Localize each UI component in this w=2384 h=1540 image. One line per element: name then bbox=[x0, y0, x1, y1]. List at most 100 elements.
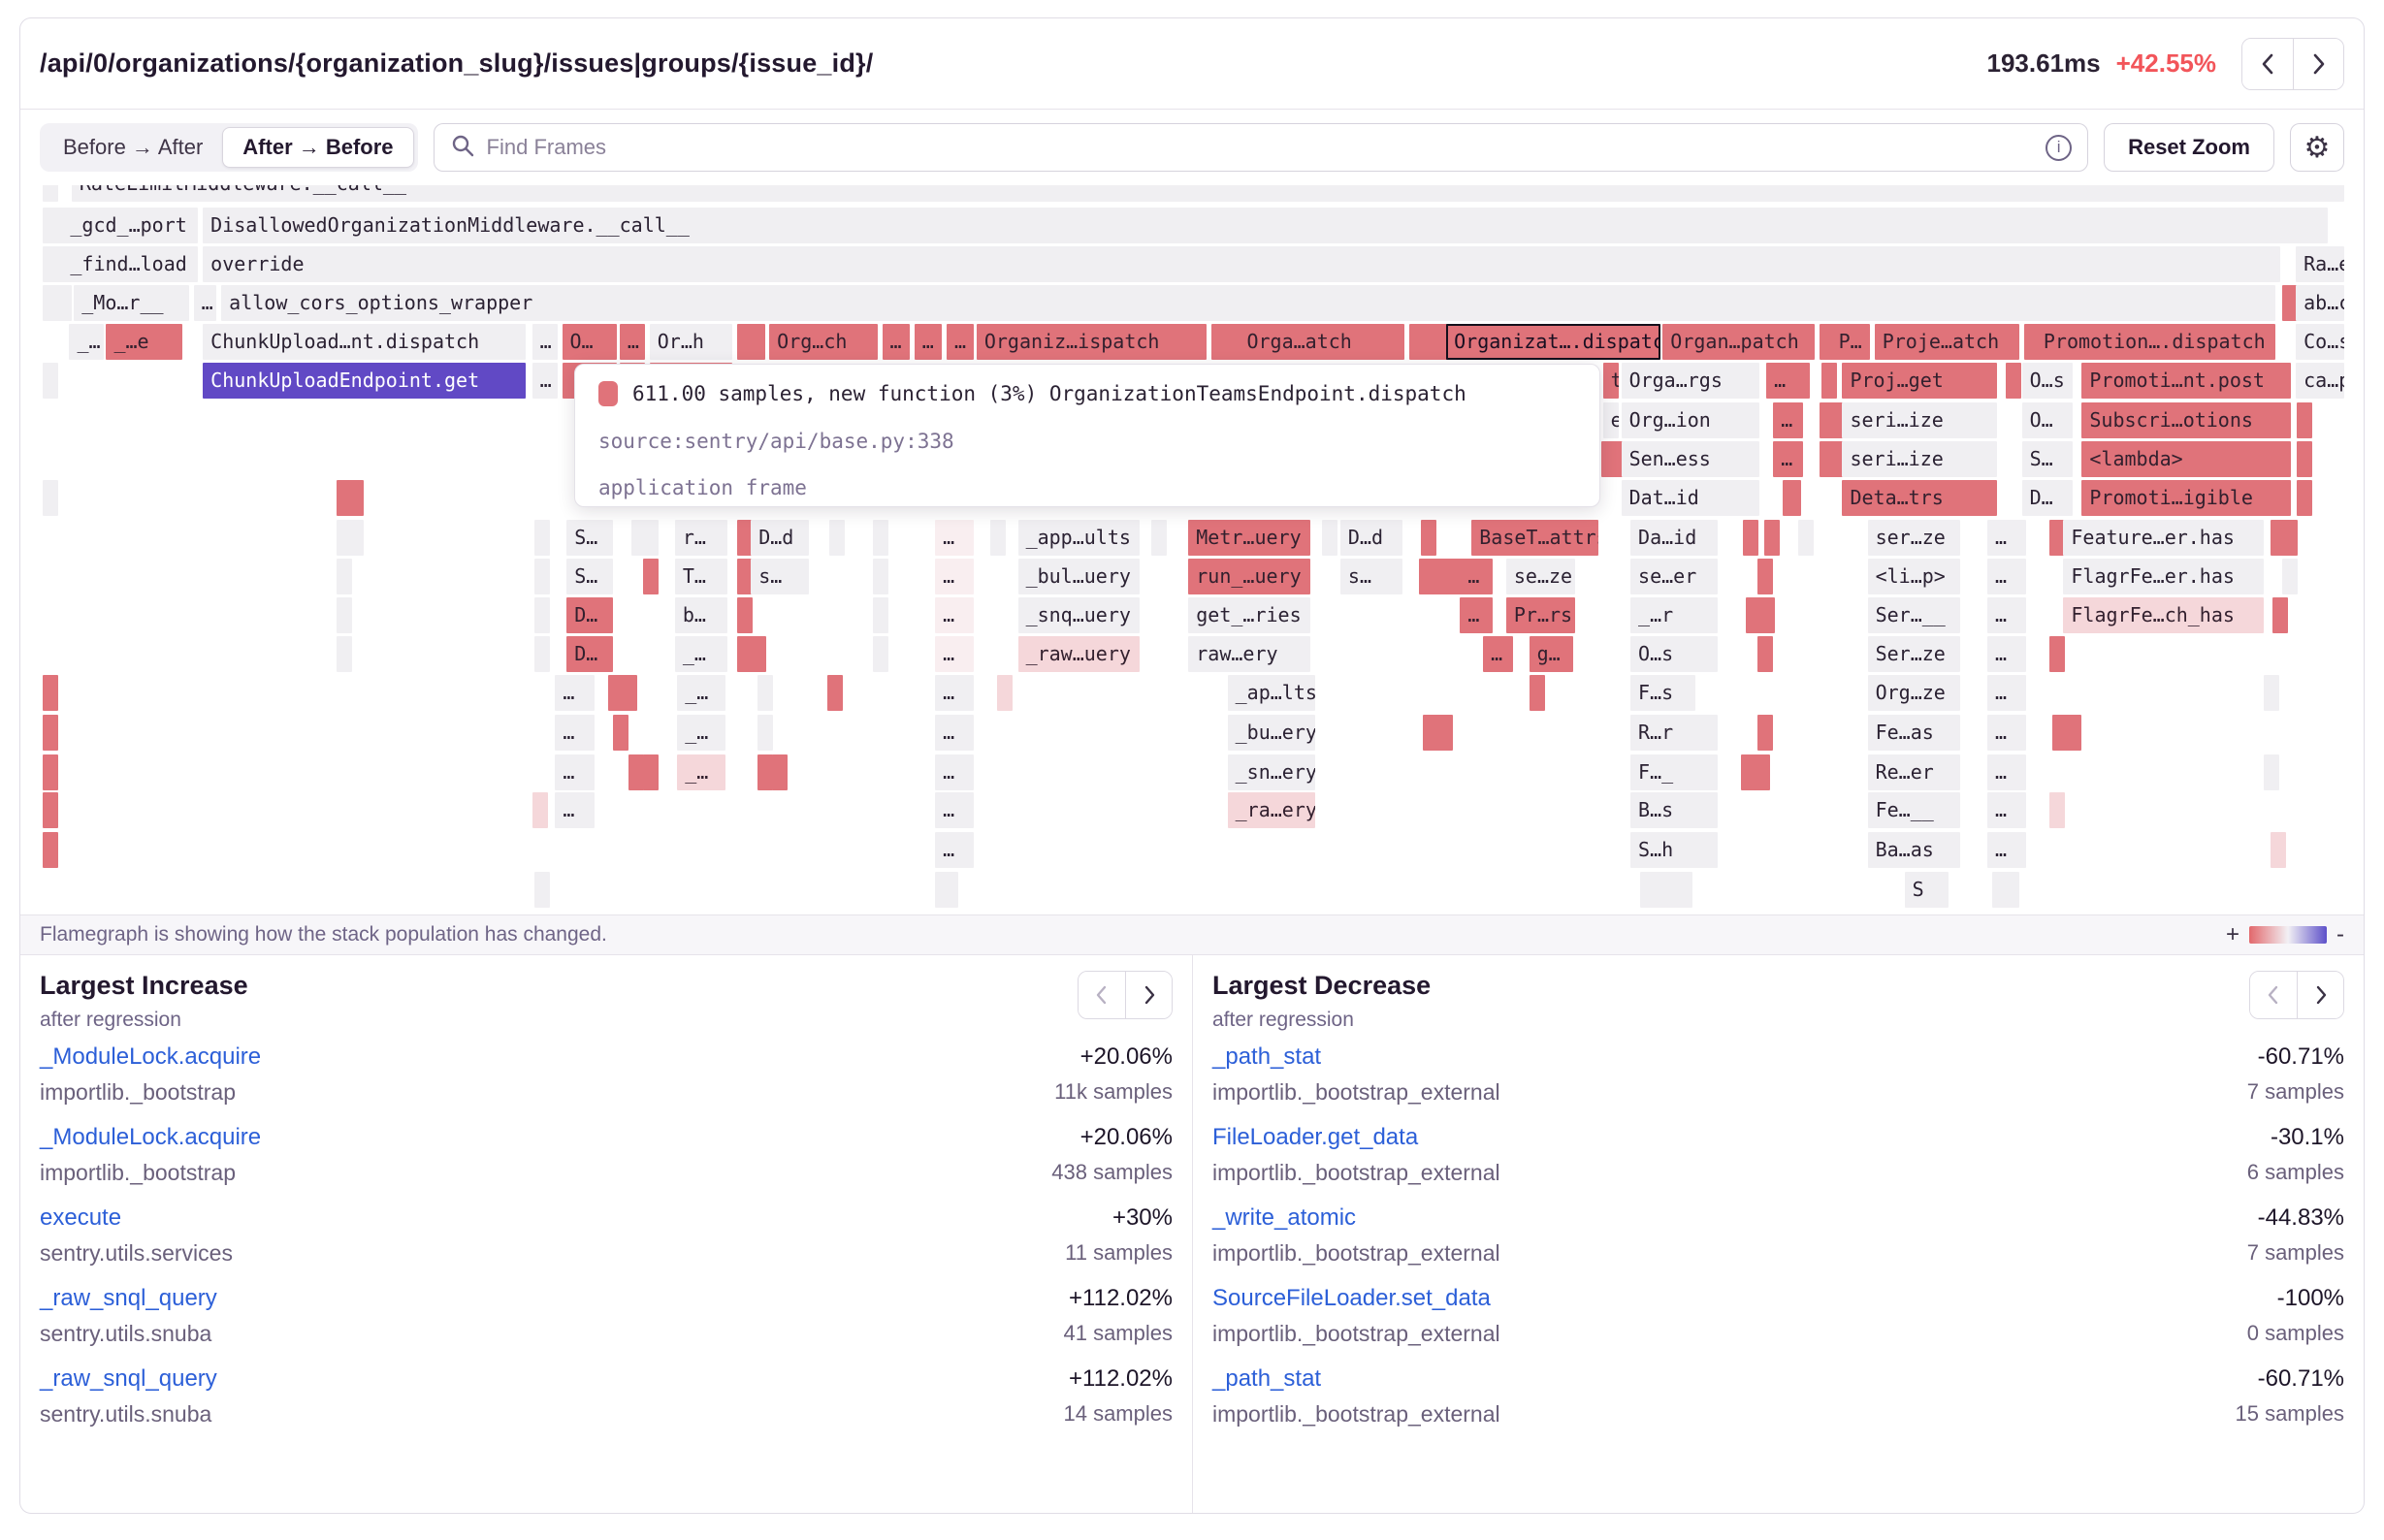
flamegraph-frame[interactable]: O…s bbox=[2021, 363, 2073, 399]
flamegraph-frame[interactable] bbox=[1798, 520, 1815, 556]
flamegraph-frame[interactable] bbox=[532, 792, 548, 828]
flamegraph-frame[interactable]: Organ…patch bbox=[1662, 324, 1815, 360]
flamegraph-frame[interactable] bbox=[873, 597, 888, 633]
flamegraph-frame[interactable]: s… bbox=[1339, 559, 1403, 594]
function-name-link[interactable]: _write_atomic bbox=[1212, 1204, 1357, 1231]
flamegraph-frame[interactable]: O…s bbox=[1630, 636, 1719, 672]
flamegraph-frame[interactable]: … bbox=[935, 597, 975, 633]
flamegraph-frame[interactable] bbox=[1321, 520, 1337, 556]
flamegraph-frame[interactable]: _… bbox=[674, 636, 728, 672]
flamegraph-frame[interactable]: ChunkUpload…nt.dispatch bbox=[203, 324, 526, 360]
flamegraph-frame[interactable]: Ser…ze bbox=[1867, 636, 1960, 672]
flamegraph-frame[interactable]: seri…ize bbox=[1842, 402, 1997, 438]
flamegraph-frame[interactable] bbox=[1432, 559, 1448, 594]
flamegraph-frame[interactable]: Proj…get bbox=[1842, 363, 1997, 399]
flamegraph-frame[interactable] bbox=[2281, 559, 2298, 594]
flamegraph-frame[interactable]: … bbox=[946, 324, 975, 360]
flamegraph-frame[interactable] bbox=[873, 636, 888, 672]
flamegraph-frame[interactable] bbox=[336, 559, 352, 594]
flamegraph-frame[interactable]: FlagrFe…er.has bbox=[2063, 559, 2264, 594]
flamegraph-frame[interactable]: t bbox=[1602, 363, 1619, 399]
flamegraph-frame[interactable]: … bbox=[935, 715, 975, 751]
flamegraph-frame[interactable] bbox=[2049, 792, 2066, 828]
flamegraph-frame[interactable]: Orga…rgs bbox=[1621, 363, 1759, 399]
flamegraph-frame[interactable]: Org…ion bbox=[1621, 402, 1759, 438]
flamegraph-frame[interactable]: … bbox=[555, 675, 595, 711]
flamegraph-frame[interactable] bbox=[534, 559, 551, 594]
flamegraph-frame[interactable] bbox=[2272, 597, 2289, 633]
flamegraph-frame[interactable] bbox=[873, 559, 888, 594]
flamegraph-frame[interactable] bbox=[1432, 324, 1448, 360]
flamegraph-frame[interactable]: … bbox=[935, 675, 975, 711]
flamegraph-frame[interactable]: … bbox=[935, 832, 975, 868]
flamegraph-frame[interactable]: Org…ze bbox=[1867, 675, 1960, 711]
flamegraph-frame[interactable] bbox=[43, 792, 59, 828]
flamegraph-frame[interactable]: Da…id bbox=[1630, 520, 1719, 556]
flamegraph-frame[interactable]: _…e bbox=[106, 324, 182, 360]
segment-after-before[interactable]: After → Before bbox=[222, 127, 414, 168]
flamegraph-frame[interactable]: … bbox=[1773, 441, 1804, 477]
flamegraph-frame[interactable] bbox=[1756, 636, 1773, 672]
decrease-next-button[interactable] bbox=[2297, 972, 2343, 1018]
flamegraph-frame[interactable]: _ap…lts bbox=[1227, 675, 1315, 711]
flamegraph-frame[interactable] bbox=[736, 520, 753, 556]
flamegraph-frame[interactable]: _app…ults bbox=[1017, 520, 1141, 556]
flamegraph-frame[interactable]: _… bbox=[677, 715, 726, 751]
next-regression-button[interactable] bbox=[2293, 38, 2343, 89]
flamegraph-frame[interactable] bbox=[1421, 520, 1437, 556]
flamegraph-frame[interactable]: BaseT…attrs bbox=[1471, 520, 1598, 556]
flamegraph-frame[interactable] bbox=[1446, 559, 1463, 594]
flamegraph-frame[interactable]: ser…ze bbox=[1867, 520, 1960, 556]
flamegraph-frame[interactable]: … bbox=[1987, 520, 2027, 556]
function-name-link[interactable]: _raw_snql_query bbox=[40, 1285, 217, 1311]
function-name-link[interactable]: _path_stat bbox=[1212, 1365, 1322, 1392]
flamegraph-frame[interactable] bbox=[2049, 636, 2066, 672]
function-name-link[interactable]: SourceFileLoader.set_data bbox=[1212, 1285, 1491, 1311]
flamegraph-frame[interactable] bbox=[1225, 324, 1241, 360]
flamegraph-frame[interactable]: … bbox=[619, 324, 645, 360]
flamegraph-frame[interactable] bbox=[757, 754, 774, 790]
flamegraph-frame[interactable] bbox=[2051, 715, 2068, 751]
flamegraph-frame[interactable]: Subscri…otions bbox=[2081, 402, 2292, 438]
flamegraph-frame[interactable]: e bbox=[1602, 402, 1619, 438]
flamegraph-frame[interactable]: _gcd_…port bbox=[62, 208, 199, 243]
flamegraph-frame[interactable]: … bbox=[1987, 675, 2027, 711]
flamegraph-frame[interactable]: Or…h bbox=[649, 324, 733, 360]
flamegraph-frame[interactable]: Metr…uery bbox=[1188, 520, 1311, 556]
increase-prev-button[interactable] bbox=[1079, 972, 1125, 1018]
flamegraph-frame[interactable]: Ba…as bbox=[1867, 832, 1960, 868]
flamegraph-frame[interactable] bbox=[612, 715, 628, 751]
flamegraph-frame[interactable]: Deta…trs bbox=[1842, 480, 1997, 516]
flamegraph-frame[interactable] bbox=[1821, 363, 1838, 399]
flamegraph-frame[interactable]: allow_cors_options_wrapper bbox=[221, 285, 2275, 321]
flamegraph-frame[interactable]: get_…ries bbox=[1188, 597, 1311, 633]
flamegraph-frame[interactable]: … bbox=[1460, 559, 1493, 594]
flamegraph-frame[interactable]: se…er bbox=[1630, 559, 1719, 594]
flamegraph-frame[interactable]: … bbox=[935, 636, 975, 672]
flamegraph-frame[interactable]: … bbox=[555, 715, 595, 751]
flamegraph-frame[interactable]: raw…ery bbox=[1188, 636, 1311, 672]
flamegraph-frame[interactable] bbox=[43, 363, 59, 399]
flamegraph-frame[interactable]: … bbox=[914, 324, 943, 360]
function-name-link[interactable]: _raw_snql_query bbox=[40, 1365, 217, 1392]
flamegraph-frame[interactable] bbox=[43, 715, 59, 751]
flamegraph-frame[interactable] bbox=[43, 832, 59, 868]
flamegraph-frame[interactable]: Organizat….dispatch bbox=[1446, 324, 1660, 360]
flamegraph-frame[interactable]: … bbox=[935, 559, 975, 594]
find-frames-input[interactable]: Find Frames i bbox=[433, 123, 2089, 172]
flamegraph-frame[interactable]: _… bbox=[69, 324, 105, 360]
flamegraph-frame[interactable]: FlagrFe…ch_has bbox=[2063, 597, 2264, 633]
flamegraph-frame[interactable] bbox=[1763, 520, 1780, 556]
flamegraph-frame[interactable] bbox=[43, 185, 59, 202]
function-name-link[interactable]: _path_stat bbox=[1212, 1043, 1322, 1070]
flamegraph-frame[interactable]: Ra…ew bbox=[2296, 246, 2344, 282]
increase-next-button[interactable] bbox=[1125, 972, 1172, 1018]
flamegraph-frame[interactable]: _… bbox=[677, 754, 726, 790]
settings-button[interactable]: ⚙ bbox=[2290, 123, 2344, 172]
flamegraph-frame[interactable]: … bbox=[193, 285, 217, 321]
flamegraph-frame[interactable]: D…d bbox=[1339, 520, 1403, 556]
flamegraph-frame[interactable]: D…d bbox=[751, 520, 809, 556]
flamegraph-frame[interactable] bbox=[1151, 520, 1168, 556]
flamegraph-frame[interactable] bbox=[2281, 520, 2298, 556]
flamegraph-frame[interactable]: _ra…ery bbox=[1227, 792, 1315, 828]
